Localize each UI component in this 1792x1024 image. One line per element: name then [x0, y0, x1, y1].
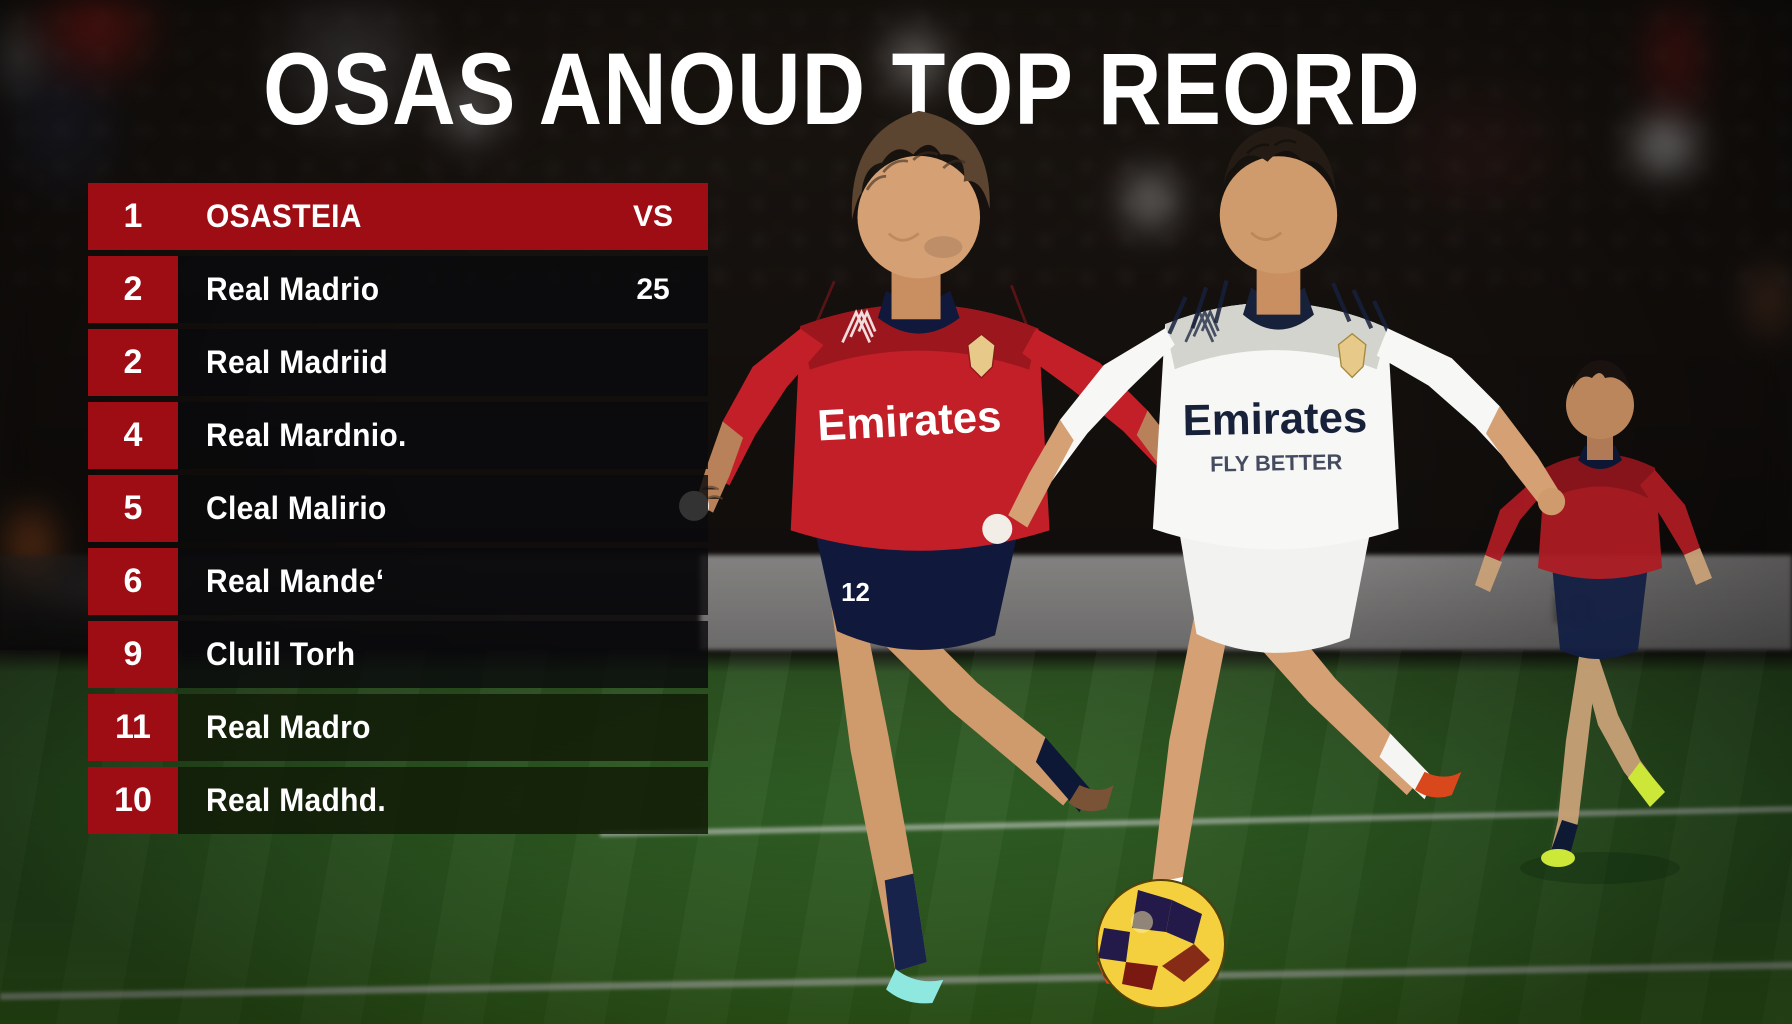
- svg-text:Emirates: Emirates: [816, 393, 1002, 451]
- svg-text:FLY BETTER: FLY BETTER: [1210, 449, 1343, 476]
- svg-text:Emirates: Emirates: [1182, 393, 1367, 445]
- svg-text:12: 12: [841, 579, 870, 607]
